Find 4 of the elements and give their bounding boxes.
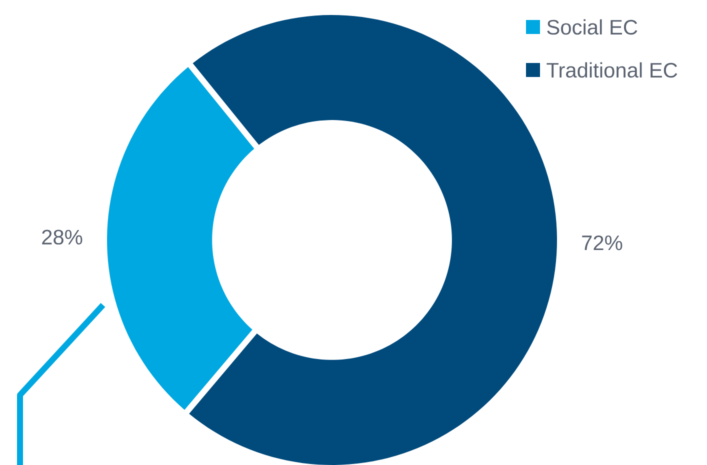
legend-label: Social EC	[547, 19, 638, 35]
data-label: 72%	[582, 235, 622, 250]
legend-label: Traditional EC	[546, 62, 678, 78]
data-label: 28%	[42, 230, 82, 245]
